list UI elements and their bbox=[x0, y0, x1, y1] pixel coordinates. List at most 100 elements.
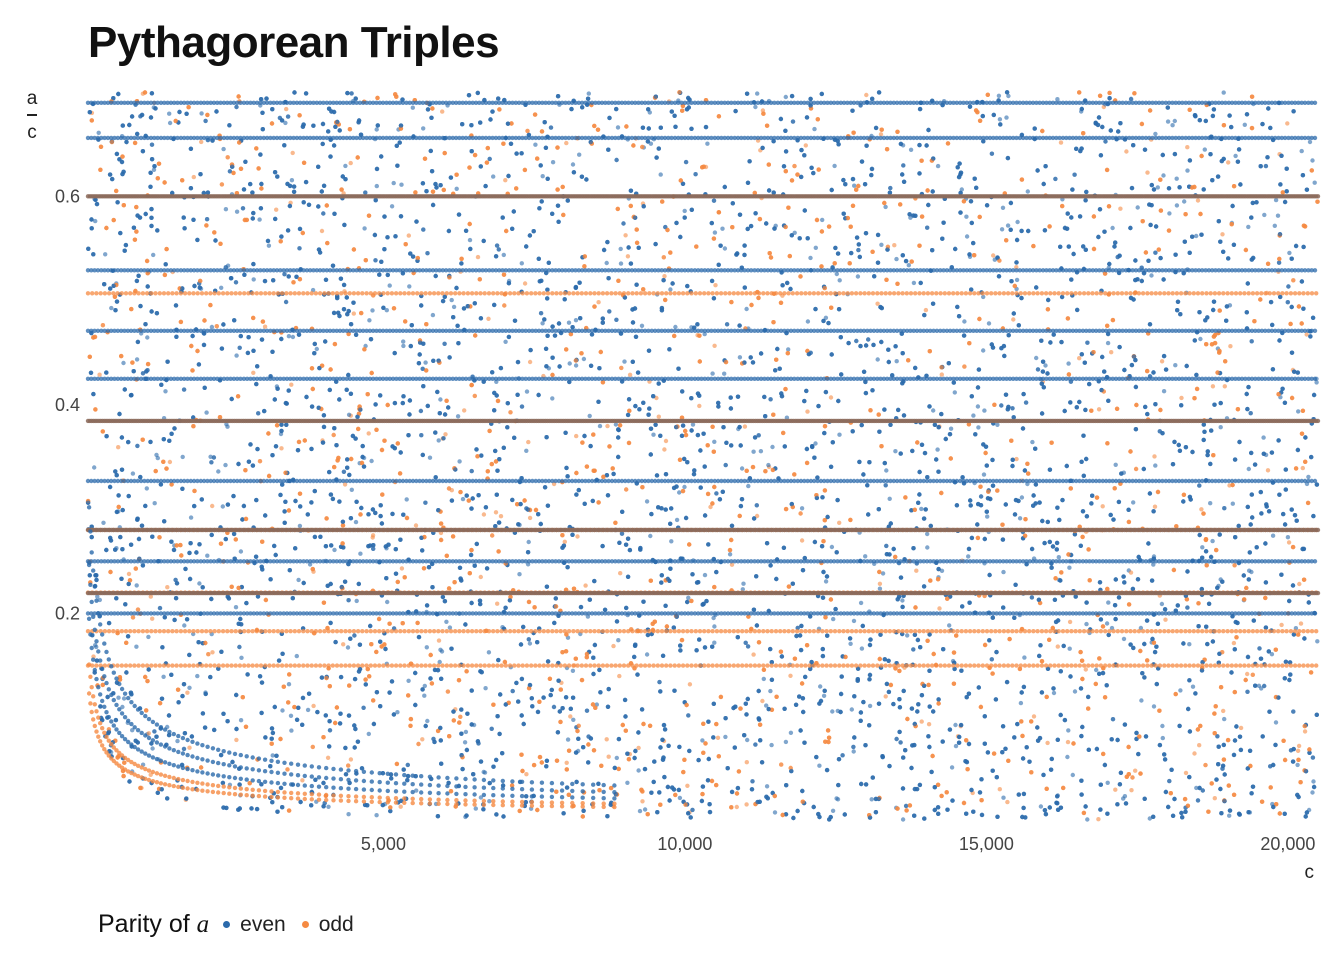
data-point bbox=[1285, 121, 1290, 126]
data-point bbox=[1066, 361, 1071, 366]
data-point bbox=[1273, 720, 1279, 725]
data-point bbox=[813, 245, 818, 250]
data-point bbox=[636, 745, 641, 751]
data-point bbox=[1151, 562, 1156, 567]
data-point bbox=[597, 423, 603, 429]
data-point bbox=[289, 728, 294, 733]
data-point bbox=[639, 323, 645, 328]
data-point bbox=[462, 408, 467, 413]
data-point bbox=[712, 230, 718, 235]
data-point bbox=[687, 682, 693, 687]
data-point bbox=[462, 740, 468, 745]
data-point bbox=[1001, 569, 1006, 575]
data-point bbox=[1133, 768, 1138, 773]
data-point bbox=[642, 807, 648, 812]
data-point bbox=[130, 471, 136, 476]
data-point bbox=[527, 359, 533, 365]
data-point bbox=[1197, 743, 1202, 748]
data-point bbox=[1202, 147, 1208, 152]
data-point bbox=[414, 788, 419, 793]
data-point bbox=[348, 160, 353, 166]
data-point bbox=[727, 552, 733, 557]
data-point bbox=[1198, 336, 1203, 342]
data-point bbox=[953, 743, 959, 749]
data-point bbox=[710, 371, 715, 376]
data-point bbox=[1151, 704, 1157, 709]
data-point bbox=[391, 180, 396, 186]
data-point bbox=[1314, 380, 1319, 385]
data-point bbox=[483, 686, 488, 691]
data-point bbox=[808, 255, 813, 261]
data-point bbox=[1302, 729, 1308, 734]
data-point bbox=[975, 404, 981, 409]
data-point bbox=[1272, 223, 1278, 228]
data-point bbox=[1067, 565, 1072, 570]
data-point bbox=[486, 650, 492, 655]
data-point bbox=[708, 504, 713, 510]
data-point bbox=[366, 431, 371, 436]
data-point bbox=[251, 277, 256, 282]
data-point bbox=[188, 515, 194, 520]
data-point bbox=[463, 729, 469, 735]
data-point bbox=[234, 353, 239, 358]
data-point bbox=[1174, 203, 1180, 208]
data-point bbox=[894, 359, 899, 364]
data-point bbox=[948, 426, 954, 431]
data-point bbox=[812, 126, 817, 132]
data-point bbox=[1270, 533, 1276, 538]
data-point bbox=[690, 422, 696, 427]
data-point bbox=[491, 174, 496, 179]
data-point bbox=[220, 504, 225, 509]
data-point bbox=[1043, 363, 1048, 368]
data-point bbox=[146, 731, 151, 736]
points-layer bbox=[85, 90, 1321, 822]
data-point bbox=[966, 554, 971, 559]
data-point bbox=[799, 538, 805, 543]
data-point bbox=[150, 616, 155, 621]
data-point bbox=[1055, 97, 1060, 102]
data-point bbox=[855, 274, 861, 279]
data-point bbox=[1178, 688, 1183, 693]
data-point bbox=[221, 146, 226, 152]
data-point bbox=[1285, 535, 1291, 540]
data-point bbox=[892, 243, 897, 248]
data-point bbox=[387, 283, 392, 288]
data-point bbox=[353, 519, 359, 525]
data-point bbox=[1165, 119, 1171, 124]
data-point bbox=[1210, 538, 1215, 544]
data-point bbox=[926, 722, 932, 727]
data-point bbox=[1045, 740, 1050, 746]
data-point bbox=[713, 283, 718, 288]
data-point bbox=[878, 132, 884, 137]
data-point bbox=[1187, 642, 1192, 647]
data-point bbox=[540, 174, 545, 179]
data-point bbox=[564, 760, 569, 765]
data-point bbox=[144, 486, 149, 491]
data-point bbox=[712, 439, 717, 444]
data-point bbox=[1231, 640, 1237, 646]
data-point bbox=[1025, 189, 1031, 194]
data-point bbox=[152, 501, 157, 506]
data-point bbox=[729, 562, 735, 567]
data-point bbox=[410, 105, 415, 110]
data-point bbox=[290, 334, 296, 340]
data-point bbox=[204, 410, 209, 415]
data-point bbox=[623, 233, 628, 238]
data-point bbox=[345, 645, 351, 650]
data-point bbox=[1275, 213, 1281, 218]
data-point bbox=[744, 760, 749, 765]
data-point bbox=[121, 360, 126, 366]
data-point bbox=[1246, 224, 1251, 230]
data-point bbox=[818, 684, 823, 689]
data-point bbox=[947, 623, 952, 628]
data-point bbox=[205, 553, 210, 558]
data-point bbox=[1296, 409, 1301, 414]
data-point bbox=[1208, 501, 1213, 506]
data-point bbox=[451, 304, 457, 310]
data-point bbox=[151, 252, 156, 258]
data-point bbox=[571, 717, 576, 722]
data-point bbox=[1185, 145, 1190, 150]
data-point bbox=[1005, 799, 1010, 805]
data-point bbox=[351, 311, 356, 316]
data-point bbox=[618, 571, 623, 576]
